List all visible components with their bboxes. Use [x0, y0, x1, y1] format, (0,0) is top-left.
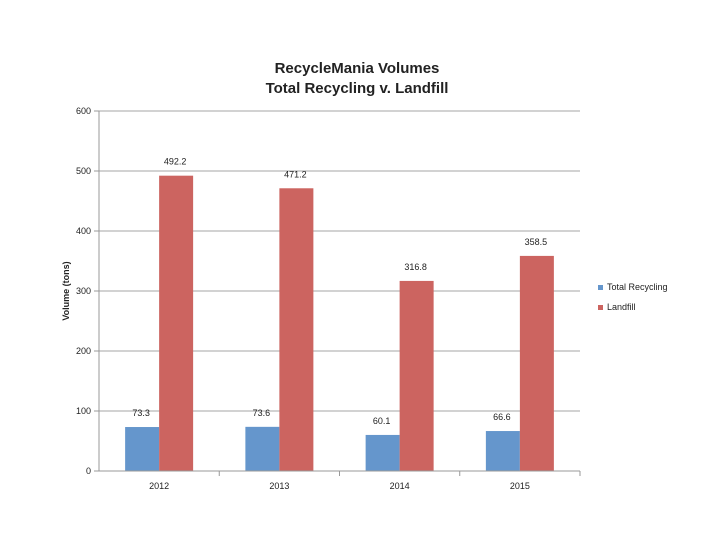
y-tick-label: 600: [76, 106, 91, 116]
y-tick-label: 500: [76, 166, 91, 176]
y-tick-label: 300: [76, 286, 91, 296]
y-tick-label: 200: [76, 346, 91, 356]
data-label: 73.3: [132, 408, 150, 418]
data-label: 358.5: [525, 237, 548, 247]
x-tick-label: 2013: [269, 481, 289, 491]
bars: [125, 175, 554, 471]
y-axis-ticks: 0 100 200 300 400 500 600: [76, 106, 99, 476]
legend-swatch: [598, 285, 603, 290]
y-tick-label: 0: [86, 466, 91, 476]
y-tick-label: 400: [76, 226, 91, 236]
legend: Total Recycling Landfill: [598, 282, 668, 312]
x-tick-label: 2012: [149, 481, 169, 491]
x-tick-label: 2014: [390, 481, 410, 491]
data-label: 60.1: [373, 416, 391, 426]
data-label: 66.6: [493, 412, 511, 422]
total-recycling-bar: [125, 427, 160, 471]
landfill-bar: [279, 188, 314, 471]
legend-label: Landfill: [607, 302, 636, 312]
data-label: 492.2: [164, 157, 187, 167]
y-axis-title: Volume (tons): [61, 261, 71, 320]
data-label: 316.8: [404, 262, 427, 272]
legend-label: Total Recycling: [607, 282, 668, 292]
chart-subtitle: Total Recycling v. Landfill: [266, 80, 449, 97]
data-label: 73.6: [253, 408, 271, 418]
x-axis-ticks: 2012 2013 2014 2015: [149, 471, 581, 491]
total-recycling-bar: [365, 434, 400, 471]
landfill-bar: [519, 255, 554, 471]
total-recycling-bar: [485, 431, 520, 471]
data-label: 471.2: [284, 169, 307, 179]
data-labels: 73.3 492.2 73.6 471.2 60.1 316.8 66.6 358.5: [132, 157, 547, 426]
landfill-bar: [159, 175, 194, 471]
total-recycling-bar: [245, 426, 280, 471]
legend-swatch: [598, 305, 603, 310]
x-tick-label: 2015: [510, 481, 530, 491]
y-tick-label: 100: [76, 406, 91, 416]
chart-title: RecycleMania Volumes: [275, 60, 440, 77]
landfill-bar: [399, 280, 434, 471]
